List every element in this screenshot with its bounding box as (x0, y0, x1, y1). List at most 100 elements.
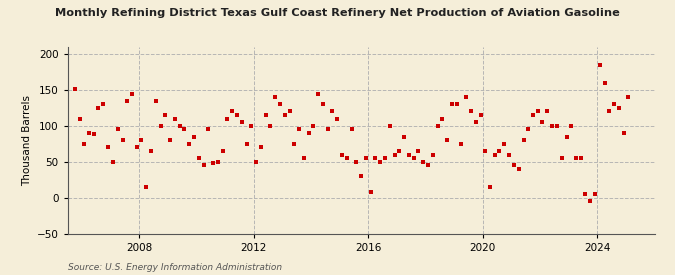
Point (394, 149, 404, 153)
Point (528, 113, 539, 117)
Point (604, 109, 615, 114)
Point (461, 95, 472, 99)
Point (132, 145, 142, 150)
Point (160, 113, 171, 117)
Point (146, 149, 157, 153)
Point (255, 145, 266, 150)
Point (432, 124, 443, 128)
Point (447, 102, 458, 106)
Point (174, 124, 185, 128)
Point (318, 102, 329, 106)
Point (303, 131, 314, 135)
Point (609, 102, 620, 106)
Point (165, 138, 176, 142)
Point (332, 117, 343, 121)
Point (456, 142, 467, 146)
Point (365, 190, 376, 194)
Point (141, 185, 152, 189)
Point (427, 152, 438, 157)
Point (250, 160, 261, 164)
Point (518, 138, 529, 142)
Point (93, 106, 104, 110)
Point (547, 124, 558, 128)
Text: Monthly Refining District Texas Gulf Coast Refinery Net Production of Aviation G: Monthly Refining District Texas Gulf Coa… (55, 8, 620, 18)
Point (298, 156, 309, 160)
Point (360, 156, 371, 160)
Point (103, 145, 113, 150)
Point (522, 127, 533, 132)
Point (494, 149, 505, 153)
Point (413, 149, 424, 153)
Point (227, 109, 238, 114)
Point (308, 124, 319, 128)
Point (198, 163, 209, 168)
Point (623, 95, 634, 99)
Point (489, 152, 500, 157)
Point (585, 199, 596, 204)
Point (84, 131, 95, 135)
Point (289, 142, 300, 146)
Point (217, 149, 228, 153)
Point (423, 163, 433, 168)
Point (275, 102, 286, 106)
Point (107, 160, 118, 164)
Point (327, 109, 338, 114)
Point (136, 138, 146, 142)
Point (155, 124, 166, 128)
Point (112, 127, 123, 132)
Point (404, 152, 414, 157)
Point (384, 124, 395, 128)
Point (117, 138, 128, 142)
Point (236, 120, 247, 125)
Point (184, 142, 194, 146)
Point (576, 156, 587, 160)
Point (342, 156, 352, 160)
Point (279, 113, 290, 117)
Point (561, 134, 572, 139)
Point (399, 134, 410, 139)
Point (169, 117, 180, 121)
Point (566, 124, 576, 128)
Point (294, 127, 304, 132)
Point (475, 113, 486, 117)
Point (556, 156, 567, 160)
Point (88, 132, 99, 137)
Point (590, 192, 601, 196)
Point (499, 142, 510, 146)
Point (551, 124, 562, 128)
Point (246, 124, 256, 128)
Point (126, 91, 137, 96)
Point (508, 163, 519, 168)
Point (151, 98, 161, 103)
Point (375, 160, 385, 164)
Point (193, 156, 204, 160)
Point (98, 102, 109, 106)
Point (122, 98, 132, 103)
Point (337, 152, 348, 157)
Point (533, 109, 543, 114)
Point (513, 167, 524, 171)
Point (580, 192, 591, 196)
Point (270, 95, 281, 99)
Point (408, 156, 419, 160)
Point (466, 109, 477, 114)
Point (379, 156, 390, 160)
Point (441, 138, 452, 142)
Point (222, 117, 233, 121)
Point (213, 160, 223, 164)
Point (74, 117, 85, 121)
Point (232, 113, 242, 117)
Point (313, 91, 323, 96)
Point (437, 117, 448, 121)
Point (208, 161, 219, 166)
Point (351, 160, 362, 164)
Point (322, 127, 333, 132)
Point (599, 81, 610, 85)
Point (346, 127, 357, 132)
Point (370, 156, 381, 160)
Point (241, 142, 252, 146)
Point (485, 185, 495, 189)
Point (79, 142, 90, 146)
Point (537, 120, 548, 125)
Point (261, 113, 271, 117)
